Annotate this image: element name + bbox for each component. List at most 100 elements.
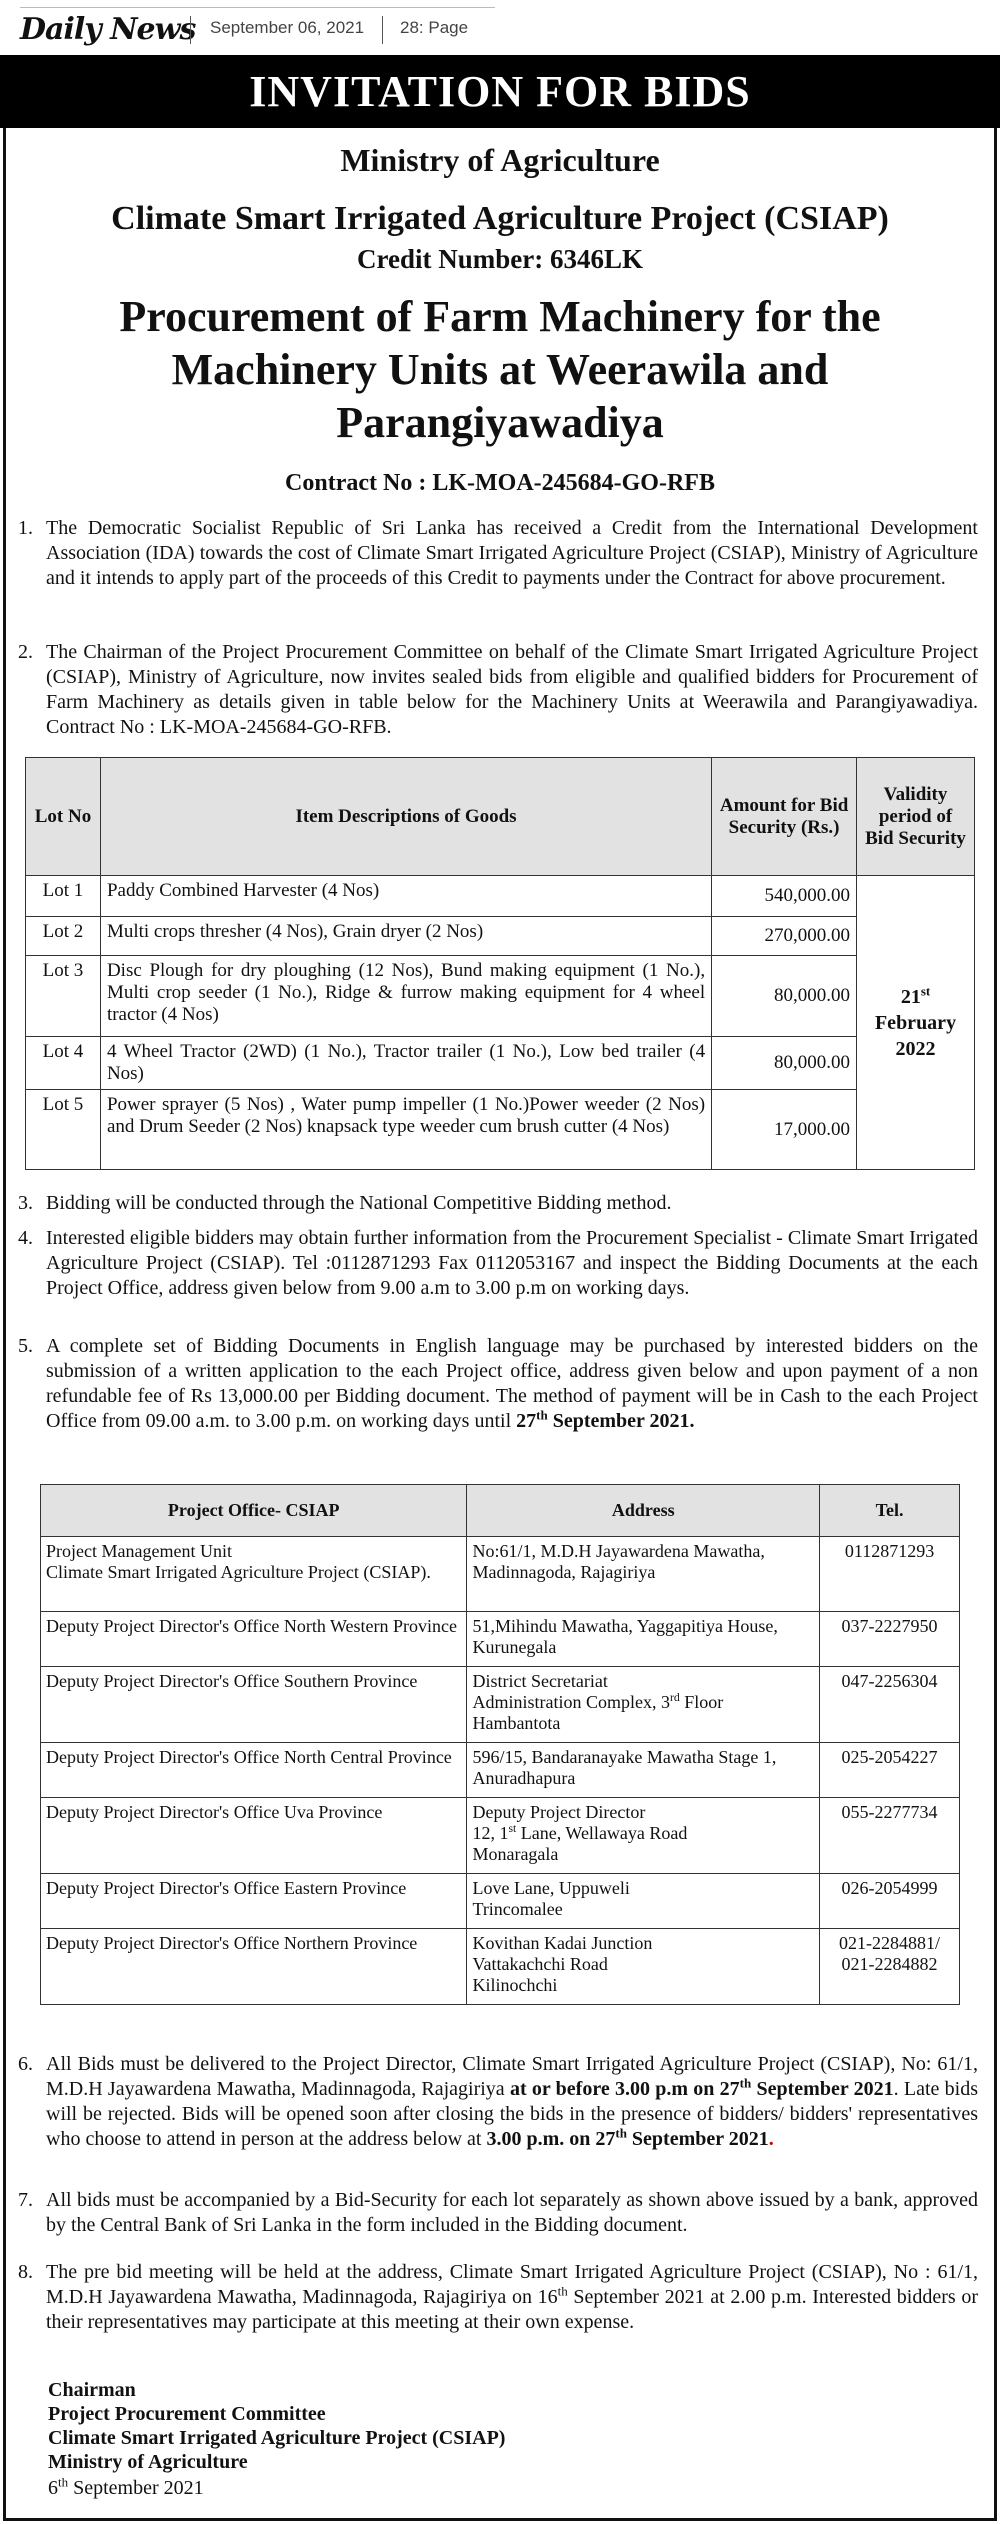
table-row: Deputy Project Director's Office Eastern… [39, 1873, 960, 1929]
divider [20, 7, 495, 8]
opening-time: 3.00 p.m. on 27 [486, 2128, 616, 2150]
notice-border [3, 55, 997, 2521]
text-segment: . [768, 2128, 774, 2150]
text-line: Deputy Project Director [472, 1802, 646, 1822]
table-row: Lot 4 4 Wheel Tractor (2WD) (1 No.), Tra… [25, 1036, 975, 1090]
office-tel: 047-2256304 [819, 1666, 960, 1743]
paragraph-8: 8. The pre bid meeting will be held at th… [18, 2260, 978, 2335]
table-header-row: Lot No Item Descriptions of Goods Amount… [25, 757, 975, 876]
signatory-title: Chairman [48, 2379, 136, 2401]
text-segment: . Late bids will be rejected. Bids will … [46, 2078, 979, 2150]
ordinal-suffix: th [615, 2125, 627, 2141]
text-line: Vattakachchi Road [472, 1954, 608, 1974]
office-tel: 026-2054999 [819, 1873, 960, 1929]
lot-number: Lot 1 [25, 875, 101, 917]
office-name: Deputy Project Director's Office North C… [39, 1742, 468, 1798]
text-line: 021-2284881/ [839, 1933, 941, 1953]
divider [190, 16, 191, 44]
text-segment: A complete set of Bidding Documents in E… [46, 1335, 978, 1432]
paragraph-number: 7. [18, 2189, 33, 2211]
opening-month: September 2021 [626, 2128, 769, 2150]
procurement-title: Procurement of Farm Machinery for the Ma… [119, 292, 881, 447]
lot-number: Lot 4 [25, 1036, 101, 1090]
office-tel: 021-2284881/021-2284882 [819, 1928, 960, 2005]
table-row: Deputy Project Director's Office Norther… [39, 1928, 960, 2005]
office-tel: 0112871293 [819, 1536, 960, 1612]
text-segment: . [689, 1410, 695, 1432]
paragraph-1: 1. The Democratic Socialist Republic of S… [18, 516, 978, 591]
validity-day: 21 [900, 985, 921, 1008]
paragraph-number: 6. [18, 2053, 33, 2075]
table-row: Lot 2 Multi crops thresher (4 Nos), Grai… [25, 916, 975, 956]
notice-heading: INVITATION FOR BIDS [0, 55, 1000, 128]
office-name: Project Management Unit Climate Smart Irr… [39, 1536, 468, 1612]
lot-number: Lot 2 [25, 916, 101, 956]
deadline-day-suffix: th [536, 1407, 548, 1423]
validity-month: February [874, 1011, 957, 1034]
validity-day-suffix: st [920, 982, 931, 998]
paragraph-4: 4. Interested eligible bidders may obtain… [18, 1226, 978, 1301]
office-name: Deputy Project Director's Office Eastern… [39, 1873, 468, 1929]
text-line: Kilinochchi [472, 1975, 558, 1995]
office-address: Deputy Project Director 12, 1st Lane, Wel… [466, 1797, 821, 1874]
paragraph-3: 3. Bidding will be conducted through the … [18, 1191, 978, 1216]
ordinal-suffix: th [739, 2075, 752, 2091]
lot-description: Multi crops thresher (4 Nos), Grain drye… [99, 916, 713, 956]
page-number: 28: Page [400, 18, 469, 37]
office-address: Love Lane, Uppuweli Trincomalee [466, 1873, 821, 1929]
column-header: Address [466, 1484, 821, 1537]
bid-security-amount: 540,000.00 [711, 875, 858, 917]
table-row: Deputy Project Director's Office Souther… [39, 1666, 960, 1743]
paragraph-text: Bidding will be conducted through the Na… [46, 1192, 672, 1214]
lot-description: 4 Wheel Tractor (2WD) (1 No.), Tractor t… [99, 1036, 713, 1090]
deadline-text: at or before 3.00 p.m on 27 [509, 2078, 740, 2100]
paragraph-2: 2. The Chairman of the Project Procuremen… [18, 640, 978, 740]
signatory-committee: Project Procurement Committee [48, 2403, 326, 2425]
publication-date: September 06, 2021 [210, 18, 365, 37]
lot-description: Power sprayer (5 Nos) , Water pump impel… [99, 1089, 713, 1170]
office-tel: 055-2277734 [819, 1797, 960, 1874]
column-header: Amount for Bid Security (Rs.) [711, 757, 858, 876]
paragraph-5: 5. A complete set of Bidding Documents in… [18, 1334, 978, 1434]
table-row: Lot 1 Paddy Combined Harvester (4 Nos) 5… [25, 875, 975, 1170]
paragraph-number: 2. [18, 641, 33, 663]
bid-security-amount: 270,000.00 [711, 916, 858, 956]
text-line: Floor [679, 1692, 724, 1712]
column-header: Item Descriptions of Goods [99, 757, 713, 876]
paragraph-text: A complete set of Bidding Documents in E… [46, 1334, 978, 1434]
office-name: Deputy Project Director's Office Souther… [39, 1666, 468, 1743]
text-line: Trincomalee [472, 1899, 563, 1919]
ordinal-suffix: st [508, 1822, 517, 1835]
bid-security-amount: 17,000.00 [711, 1089, 858, 1170]
project-name: Climate Smart Irrigated Agriculture Proj… [111, 200, 889, 237]
signatory-project: Climate Smart Irrigated Agriculture Proj… [48, 2427, 506, 2449]
paragraph-text: All Bids must be delivered to the Projec… [46, 2052, 978, 2152]
paragraph-number: 8. [18, 2261, 33, 2283]
text-line: Love Lane, Uppuweli [472, 1878, 630, 1898]
deadline-day: 27 [516, 1410, 537, 1432]
text-segment: September 2021 at 2.00 p.m. Interested b… [46, 2286, 978, 2333]
paragraph-number: 5. [18, 1335, 33, 1357]
lot-description: Disc Plough for dry ploughing (12 Nos), … [99, 955, 713, 1037]
table-row: Lot 3 Disc Plough for dry ploughing (12 … [25, 955, 975, 1037]
office-name: Deputy Project Director's Office North W… [39, 1611, 468, 1667]
office-address: No:61/1, M.D.H Jayawardena Mawatha, Madi… [466, 1536, 821, 1612]
text-line: Administration Complex, 3 [472, 1692, 670, 1712]
ordinal-suffix: th [557, 2283, 568, 2299]
divider [382, 16, 383, 44]
text-line: 12, 1 [472, 1823, 509, 1843]
office-tel: 037-2227950 [819, 1611, 960, 1667]
text-segment: The pre bid meeting will be held at the … [46, 2261, 978, 2308]
ordinal-suffix: th [58, 2474, 69, 2490]
ordinal-suffix: rd [669, 1691, 680, 1704]
paragraph-text: The pre bid meeting will be held at the … [46, 2260, 978, 2335]
column-header: Project Office- CSIAP [39, 1484, 468, 1537]
text-line: Lane, Wellawaya Road [516, 1823, 688, 1843]
paragraph-number: 4. [18, 1227, 33, 1249]
deadline-month: September 2021 [552, 1410, 690, 1432]
paragraph-text: The Chairman of the Project Procurement … [46, 641, 978, 738]
date-rest: September 2021 [68, 2477, 204, 2499]
text-line: Climate Smart Irrigated Agriculture Proj… [46, 1562, 431, 1582]
validity-period: 21st February 2022 [856, 875, 975, 1170]
text-line: Monaragala [472, 1844, 559, 1864]
